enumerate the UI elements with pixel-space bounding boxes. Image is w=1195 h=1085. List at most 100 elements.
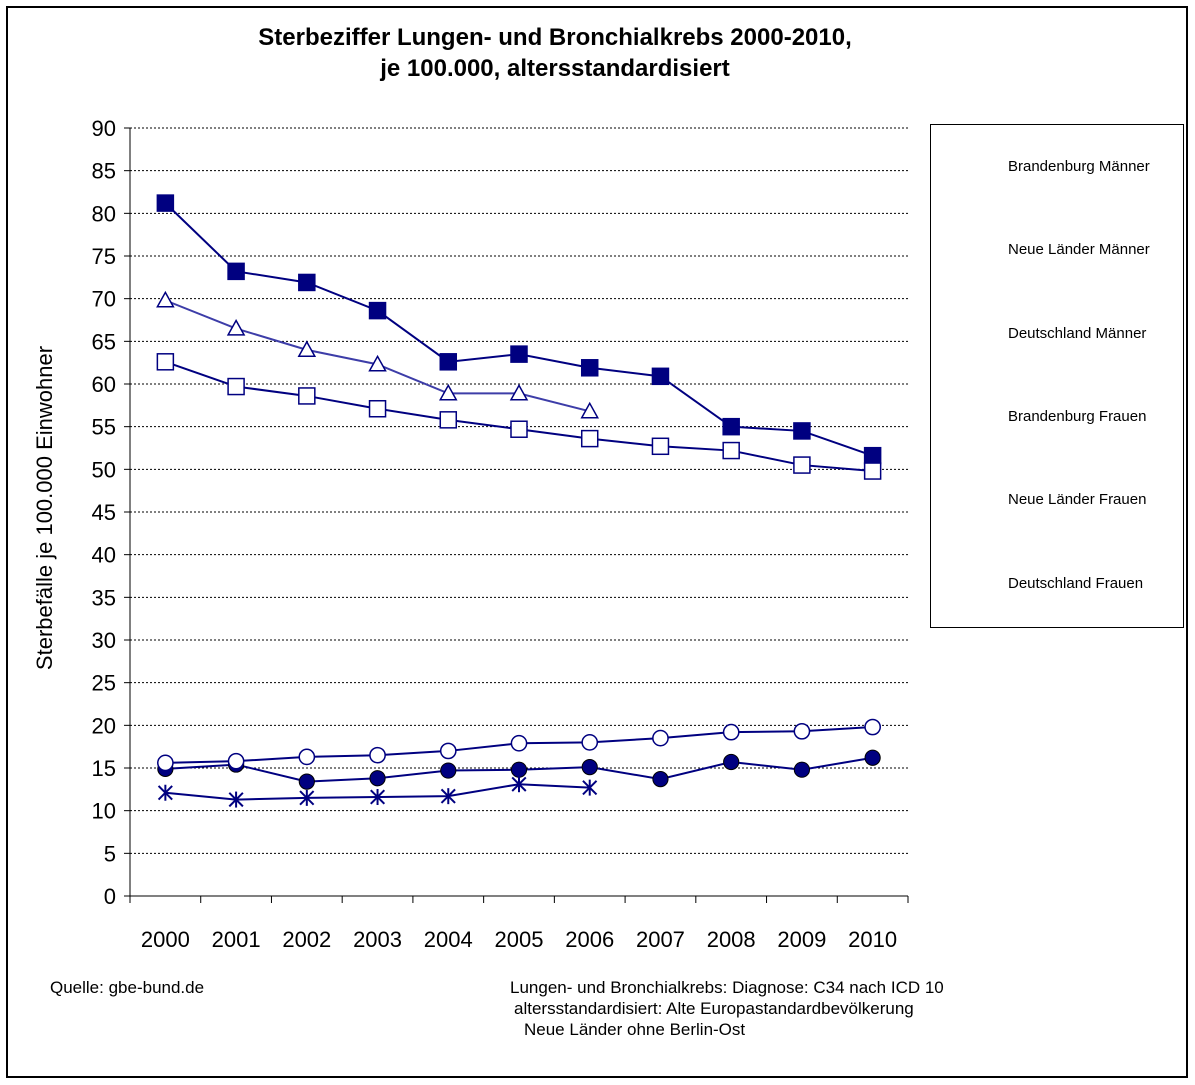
data-point: [439, 353, 458, 371]
legend: [930, 124, 1184, 628]
marker-shape: [652, 729, 669, 747]
data-point: [156, 194, 175, 212]
data-point: [227, 262, 245, 281]
marker-shape: [510, 345, 528, 363]
y-tick-label: 40: [92, 543, 116, 568]
data-point: [368, 399, 387, 418]
marker-shape: [510, 420, 528, 438]
marker-shape: [722, 417, 740, 436]
x-tick-label: 2006: [565, 927, 614, 952]
data-point: [793, 722, 811, 740]
chart-title-line-2: je 100.000, altersstandardisiert: [380, 55, 730, 82]
marker-shape: [298, 273, 316, 292]
marker-shape: [651, 367, 670, 386]
marker-shape: [651, 437, 670, 456]
marker-shape: [227, 262, 245, 281]
marker-shape: [863, 446, 882, 465]
data-point: [227, 752, 245, 770]
x-tick-label: 2005: [495, 927, 544, 952]
marker-shape: [580, 401, 600, 419]
marker-shape: [298, 387, 316, 405]
x-tick-label: 2002: [282, 927, 331, 952]
marker-shape: [298, 748, 316, 766]
marker-shape: [722, 723, 740, 741]
marker-shape: [369, 770, 386, 787]
x-tick-label: 2009: [777, 927, 826, 952]
marker-shape: [298, 773, 315, 790]
y-tick-label: 35: [92, 585, 116, 610]
data-point: [156, 353, 175, 371]
data-point: [793, 456, 811, 474]
data-point: [298, 773, 315, 790]
marker-shape: [368, 399, 387, 418]
y-tick-label: 5: [104, 841, 116, 866]
marker-shape: [793, 456, 811, 474]
data-point: [580, 401, 600, 419]
y-tick-label: 85: [92, 159, 116, 184]
marker-shape: [226, 318, 246, 336]
data-point: [863, 462, 882, 480]
data-point: [510, 761, 528, 778]
data-point: [509, 383, 529, 401]
marker-shape: [510, 761, 528, 778]
marker-shape: [368, 354, 387, 372]
y-tick-label: 0: [104, 884, 116, 909]
series-line: [165, 360, 873, 473]
marker-shape: [510, 734, 528, 752]
data-point: [228, 791, 244, 808]
y-tick-label: 20: [92, 713, 116, 738]
data-point: [439, 411, 458, 429]
data-point: [580, 429, 599, 448]
marker-shape: [227, 377, 245, 396]
marker-shape: [156, 194, 175, 212]
data-point: [510, 734, 528, 752]
legend-entry-label: Neue Länder Männer: [1008, 241, 1150, 258]
data-point: [298, 273, 316, 292]
y-tick-label: 25: [92, 671, 116, 696]
y-tick-label: 15: [92, 756, 116, 781]
data-point: [157, 784, 173, 801]
x-tick-label: 2003: [353, 927, 402, 952]
marker-shape: [369, 746, 386, 764]
legend-entry-label: Brandenburg Männer: [1008, 158, 1150, 175]
x-tick-label: 2001: [212, 927, 261, 952]
y-tick-label: 50: [92, 457, 116, 482]
footnote-diagnosis: Lungen- und Bronchialkrebs: Diagnose: C3…: [510, 978, 944, 997]
marker-shape: [581, 734, 599, 751]
data-point: [651, 437, 670, 456]
y-tick-label: 55: [92, 415, 116, 440]
marker-shape: [652, 770, 669, 788]
marker-shape: [368, 301, 387, 320]
data-point: [652, 729, 669, 747]
footnote-standardization: altersstandardisiert: Alte Europastandar…: [514, 999, 914, 1018]
y-tick-label: 10: [92, 799, 116, 824]
data-point: [863, 446, 882, 465]
marker-shape: [723, 753, 740, 771]
marker-shape: [863, 462, 882, 480]
data-point: [299, 789, 315, 806]
x-tick-label: 2007: [636, 927, 685, 952]
legend-entry-label: Deutschland Männer: [1008, 325, 1147, 342]
data-point: [438, 383, 458, 401]
data-point: [581, 759, 598, 776]
data-point: [722, 723, 740, 741]
data-point: [227, 377, 245, 396]
chart-title-line-1: Sterbeziffer Lungen- und Bronchialkrebs …: [258, 24, 852, 51]
chart-title: Sterbeziffer Lungen- und Bronchialkrebs …: [0, 22, 1110, 84]
x-tick-label: 2010: [848, 927, 897, 952]
marker-shape: [793, 761, 811, 778]
marker-shape: [793, 422, 811, 440]
x-tick-label: 2004: [424, 927, 473, 952]
marker-shape: [157, 754, 174, 772]
legend-entry-label: Brandenburg Frauen: [1008, 408, 1147, 425]
data-point: [298, 748, 316, 766]
marker-shape: [439, 411, 458, 429]
y-tick-label: 70: [92, 287, 116, 312]
footnote-region: Neue Länder ohne Berlin-Ost: [524, 1020, 746, 1039]
data-point: [157, 754, 174, 772]
marker-shape: [580, 359, 599, 377]
y-tick-label: 30: [92, 628, 116, 653]
marker-shape: [156, 353, 175, 371]
marker-shape: [864, 749, 881, 766]
data-point: [511, 776, 527, 793]
